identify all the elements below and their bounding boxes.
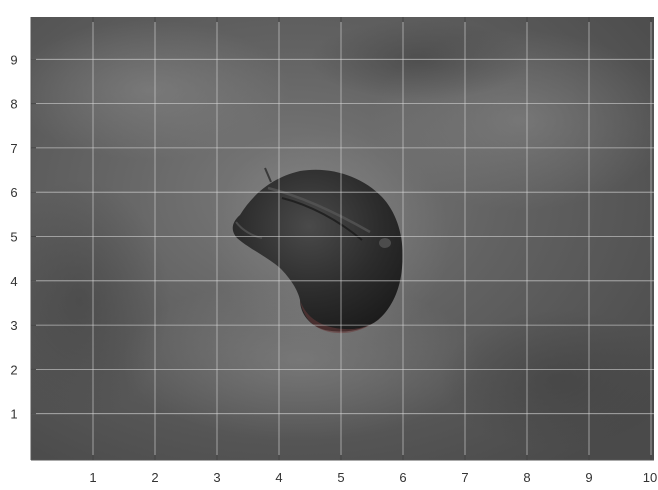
x-tick-label: 6 xyxy=(399,470,406,485)
grid-lines xyxy=(31,17,654,460)
x-tick-label: 8 xyxy=(523,470,530,485)
y-tick-label: 4 xyxy=(10,274,17,289)
y-tick-label: 2 xyxy=(10,362,17,377)
x-tick-label: 9 xyxy=(585,470,592,485)
y-tick-label: 8 xyxy=(10,97,17,112)
axes xyxy=(30,17,654,461)
x-tick-label: 1 xyxy=(89,470,96,485)
y-tick-label: 6 xyxy=(10,185,17,200)
x-tick-label: 2 xyxy=(151,470,158,485)
x-tick-label: 7 xyxy=(461,470,468,485)
y-tick-label: 9 xyxy=(10,52,17,67)
tick-labels: 1 2 3 4 5 6 7 8 9 10 1 2 3 4 5 6 7 8 9 xyxy=(10,52,657,485)
tick-marks xyxy=(31,17,652,460)
y-tick-label: 5 xyxy=(10,230,17,245)
y-tick-label: 1 xyxy=(10,407,17,422)
y-tick-label: 7 xyxy=(10,141,17,156)
x-tick-label: 4 xyxy=(275,470,282,485)
y-tick-label: 3 xyxy=(10,318,17,333)
x-tick-label: 10 xyxy=(643,470,657,485)
x-tick-label: 3 xyxy=(213,470,220,485)
x-tick-label: 5 xyxy=(337,470,344,485)
